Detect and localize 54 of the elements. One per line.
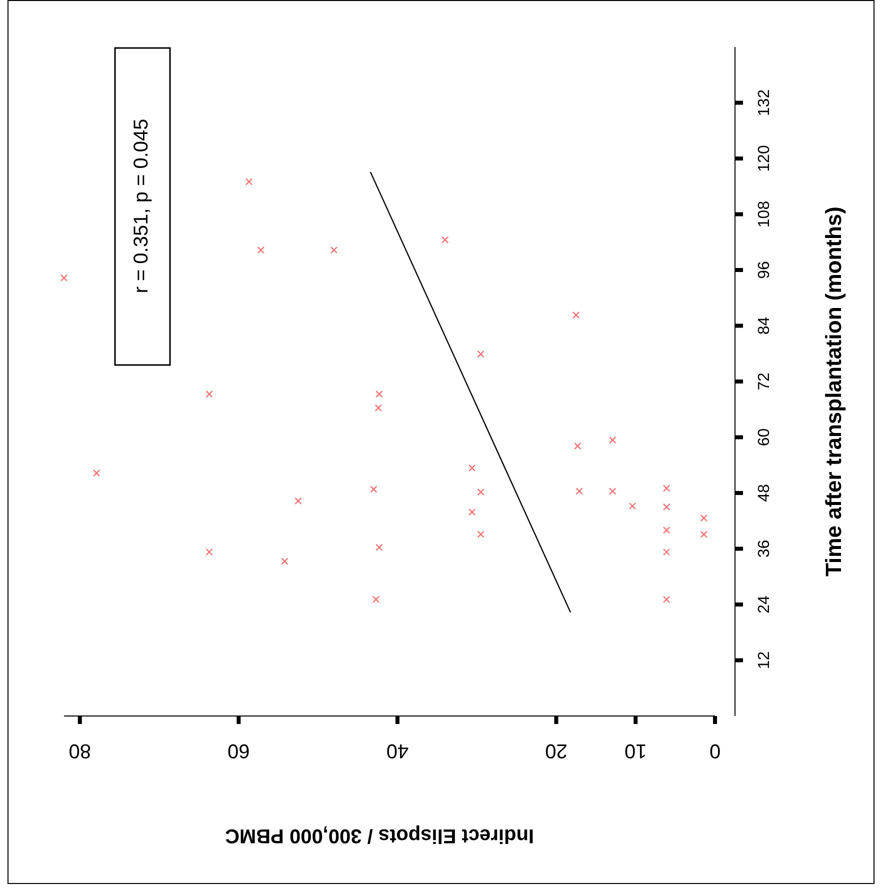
point	[92, 469, 100, 477]
point	[608, 488, 616, 495]
x-axis-title: Indirect Elispots / 300,000 PBMC	[225, 824, 534, 847]
x-tick-label: 20	[545, 740, 568, 762]
y-tick-label: 24	[756, 596, 774, 614]
point	[376, 544, 383, 551]
point	[245, 178, 253, 186]
y-axis-title: Time after transplantation (months)	[820, 206, 846, 576]
point	[372, 596, 380, 603]
point	[662, 596, 670, 603]
x-tick-label: 80	[68, 740, 92, 762]
y-tick-label: 12	[756, 651, 774, 670]
x-tick-label: 60	[228, 740, 250, 762]
y-tick-label: 72	[756, 372, 774, 390]
y-tick-label: 96	[756, 261, 774, 279]
point	[257, 246, 264, 254]
point	[281, 558, 288, 565]
point	[468, 464, 476, 472]
point	[477, 488, 484, 496]
y-tick-label: 108	[756, 200, 774, 228]
point	[574, 442, 582, 450]
point	[370, 486, 378, 493]
y-tick-label: 120	[756, 145, 774, 172]
point	[608, 436, 616, 444]
point	[468, 508, 476, 516]
y-tick-label: 36	[756, 540, 774, 558]
point	[477, 530, 484, 538]
point	[477, 350, 484, 358]
point	[700, 530, 708, 538]
x-tick-label: 0	[709, 740, 721, 762]
x-tick-label: 10	[624, 740, 647, 762]
point	[294, 497, 302, 504]
y-tick-label: 60	[756, 428, 774, 446]
point	[576, 488, 583, 495]
point	[628, 502, 636, 510]
note-box: r = 0.351, p = 0.045	[114, 47, 171, 366]
annotation: r = 0.351, p = 0.045	[130, 118, 152, 294]
y-tick-label: 132	[756, 89, 774, 116]
point	[206, 390, 213, 398]
y-tick-label: 48	[756, 484, 774, 502]
point	[60, 274, 68, 282]
point	[330, 246, 338, 254]
point	[700, 514, 708, 522]
point	[441, 236, 449, 244]
point	[662, 548, 670, 556]
point	[662, 526, 670, 534]
point	[572, 311, 580, 319]
x-tick-label: 40	[386, 740, 409, 762]
point	[662, 484, 670, 492]
point	[376, 390, 383, 398]
y-tick-label: 84	[756, 316, 774, 335]
point	[206, 548, 213, 556]
point	[662, 503, 670, 511]
point	[374, 404, 382, 412]
